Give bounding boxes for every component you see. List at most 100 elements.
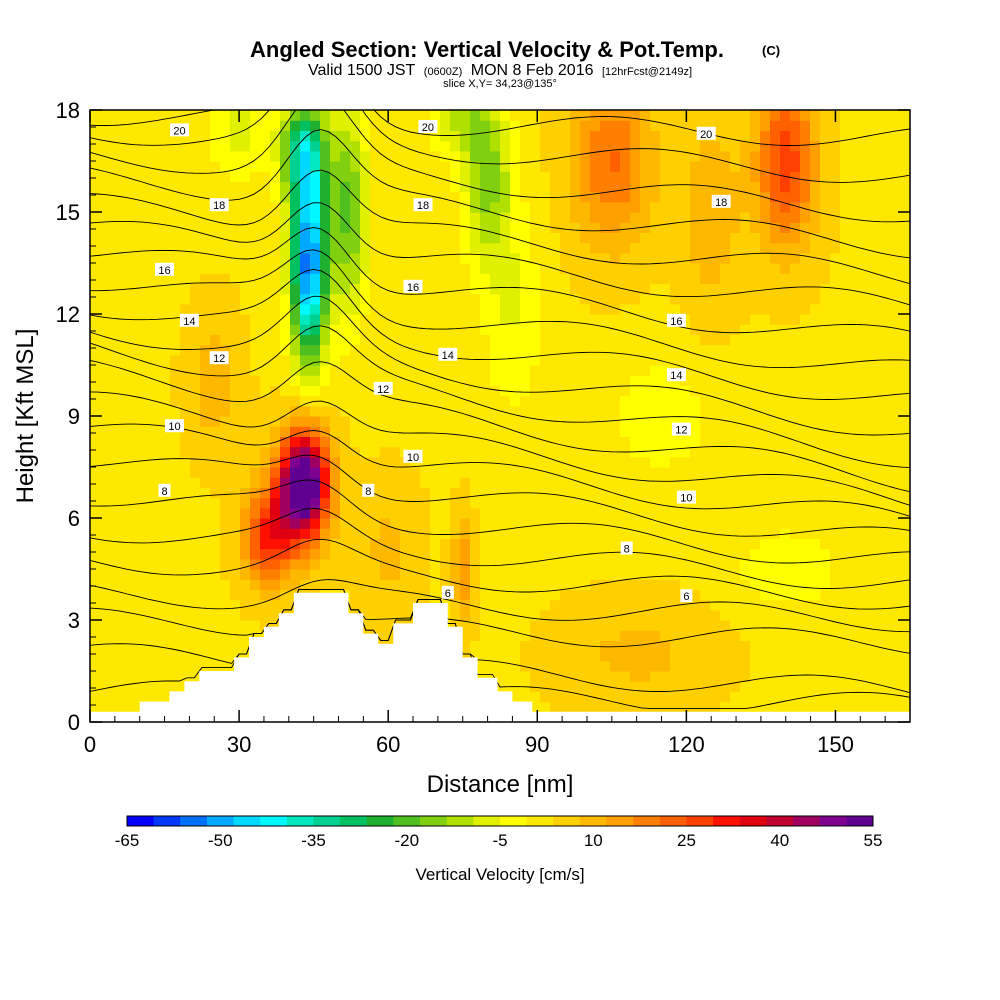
field-cell — [110, 201, 121, 213]
field-cell — [480, 201, 491, 213]
field-cell — [750, 385, 761, 397]
field-cell — [520, 691, 531, 703]
field-cell — [360, 497, 371, 509]
field-cell — [500, 650, 511, 662]
field-cell — [350, 487, 361, 499]
field-cell — [520, 130, 531, 142]
field-cell — [620, 161, 631, 172]
field-cell — [620, 609, 631, 621]
field-cell — [320, 293, 331, 305]
field-cell — [90, 212, 101, 223]
field-cell — [170, 161, 181, 172]
field-cell — [810, 558, 821, 570]
field-cell — [540, 303, 551, 315]
field-cell — [700, 620, 711, 631]
field-cell — [120, 487, 131, 499]
field-cell — [790, 354, 801, 366]
field-cell — [460, 569, 471, 580]
field-cell — [160, 181, 171, 193]
field-cell — [640, 477, 651, 488]
field-cell — [870, 416, 881, 427]
field-cell — [740, 334, 751, 346]
field-cell — [420, 558, 431, 570]
field-cell — [750, 579, 761, 590]
field-cell — [570, 569, 581, 580]
field-cell — [590, 548, 601, 560]
field-cell — [860, 334, 871, 346]
field-cell — [150, 212, 161, 223]
field-cell — [550, 171, 561, 182]
field-cell — [710, 314, 721, 325]
field-cell — [470, 446, 481, 458]
field-cell — [740, 538, 751, 550]
field-cell — [520, 212, 531, 223]
field-cell — [640, 620, 651, 631]
field-cell — [440, 120, 451, 131]
field-cell — [360, 222, 371, 233]
field-cell — [540, 120, 551, 131]
field-cell — [210, 273, 221, 284]
field-cell — [270, 212, 281, 223]
field-cell — [860, 650, 871, 662]
field-cell — [710, 579, 721, 590]
field-cell — [690, 171, 701, 182]
field-cell — [170, 548, 181, 560]
field-cell — [620, 518, 631, 529]
field-cell — [500, 395, 511, 407]
field-cell — [260, 589, 271, 601]
field-cell — [590, 140, 601, 152]
field-cell — [90, 548, 101, 560]
field-cell — [120, 681, 131, 692]
field-cell — [820, 222, 831, 233]
field-cell — [600, 110, 611, 121]
field-cell — [350, 181, 361, 193]
field-cell — [820, 416, 831, 427]
field-cell — [240, 324, 251, 335]
field-cell — [330, 334, 341, 346]
field-cell — [100, 222, 111, 233]
field-cell — [440, 518, 451, 529]
field-cell — [350, 140, 361, 152]
field-cell — [890, 395, 901, 407]
field-cell — [900, 528, 910, 539]
field-cell — [580, 599, 591, 611]
field-cell — [730, 375, 741, 386]
field-cell — [750, 620, 761, 631]
field-cell — [760, 528, 771, 539]
field-cell — [260, 161, 271, 172]
field-cell — [210, 456, 221, 468]
field-cell — [420, 283, 431, 295]
field-cell — [540, 630, 551, 641]
field-cell — [510, 324, 521, 335]
copyright-mark: (C) — [762, 43, 780, 58]
field-cell — [700, 232, 711, 244]
field-cell — [900, 232, 910, 244]
contour-label: 14 — [438, 347, 458, 362]
field-cell — [610, 354, 621, 366]
potential-temperature-contours — [90, 110, 910, 709]
field-cell — [380, 293, 391, 305]
field-cell — [530, 222, 541, 233]
field-cell — [840, 497, 851, 509]
field-cell — [170, 620, 181, 631]
field-cell — [880, 385, 891, 397]
field-cell — [140, 273, 151, 284]
field-cell — [510, 242, 521, 254]
field-cell — [200, 385, 211, 397]
field-cell — [520, 630, 531, 641]
field-cell — [860, 701, 871, 713]
field-cell — [590, 650, 601, 662]
field-cell — [690, 395, 701, 407]
field-cell — [880, 222, 891, 233]
field-cell — [840, 456, 851, 468]
field-cell — [600, 405, 611, 417]
field-cell — [580, 191, 591, 203]
field-cell — [860, 691, 871, 703]
field-cell — [380, 416, 391, 427]
field-cell — [500, 548, 511, 560]
field-cell — [180, 650, 191, 662]
field-cell — [520, 579, 531, 590]
theta-contour-line — [90, 588, 910, 709]
field-cell — [400, 252, 411, 264]
field-cell — [620, 130, 631, 142]
